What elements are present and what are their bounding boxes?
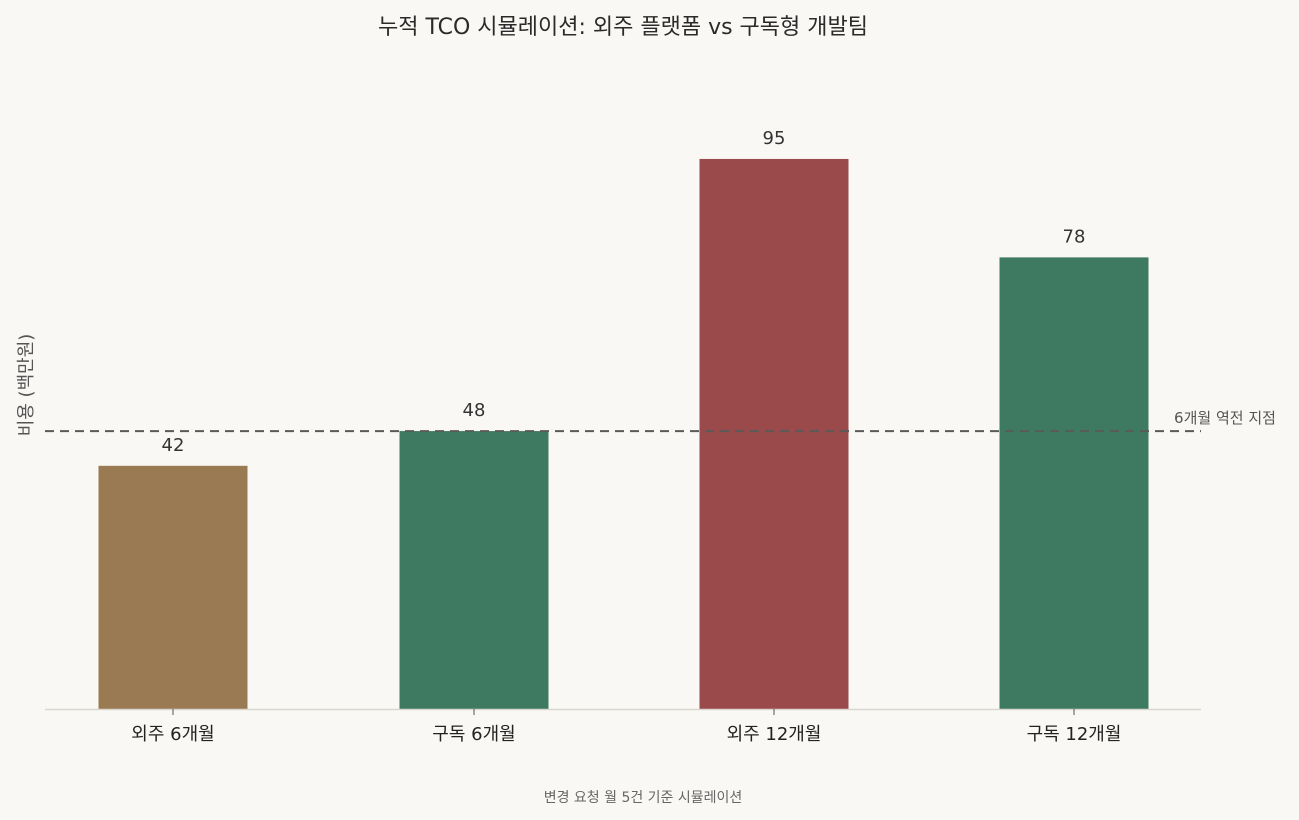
chart-caption: 변경 요청 월 5건 기준 시뮬레이션 — [544, 790, 743, 806]
reference-line-label: 6개월 역전 지점 — [1174, 409, 1276, 427]
bar — [399, 431, 549, 709]
bar — [98, 465, 248, 709]
bar-value-label: 48 — [463, 400, 486, 421]
bar-value-label: 42 — [162, 435, 185, 456]
bar-value-label: 78 — [1063, 226, 1086, 247]
bars-group: 42 48 95 78 — [98, 128, 1149, 709]
x-tick-label: 외주 12개월 — [727, 724, 822, 745]
x-tick-label: 외주 6개월 — [131, 724, 214, 745]
x-ticks-group: 외주 6개월 구독 6개월 외주 12개월 구독 12개월 — [131, 709, 1121, 745]
chart-title: 누적 TCO 시뮬레이션: 외주 플랫폼 vs 구독형 개발팀 — [378, 15, 868, 40]
bar — [699, 158, 849, 709]
bar-value-label: 95 — [763, 128, 786, 149]
bar — [999, 257, 1149, 709]
y-axis-label: 비용 (백만원) — [16, 334, 37, 437]
x-tick-label: 구독 6개월 — [432, 724, 515, 745]
x-tick-label: 구독 12개월 — [1027, 724, 1122, 745]
